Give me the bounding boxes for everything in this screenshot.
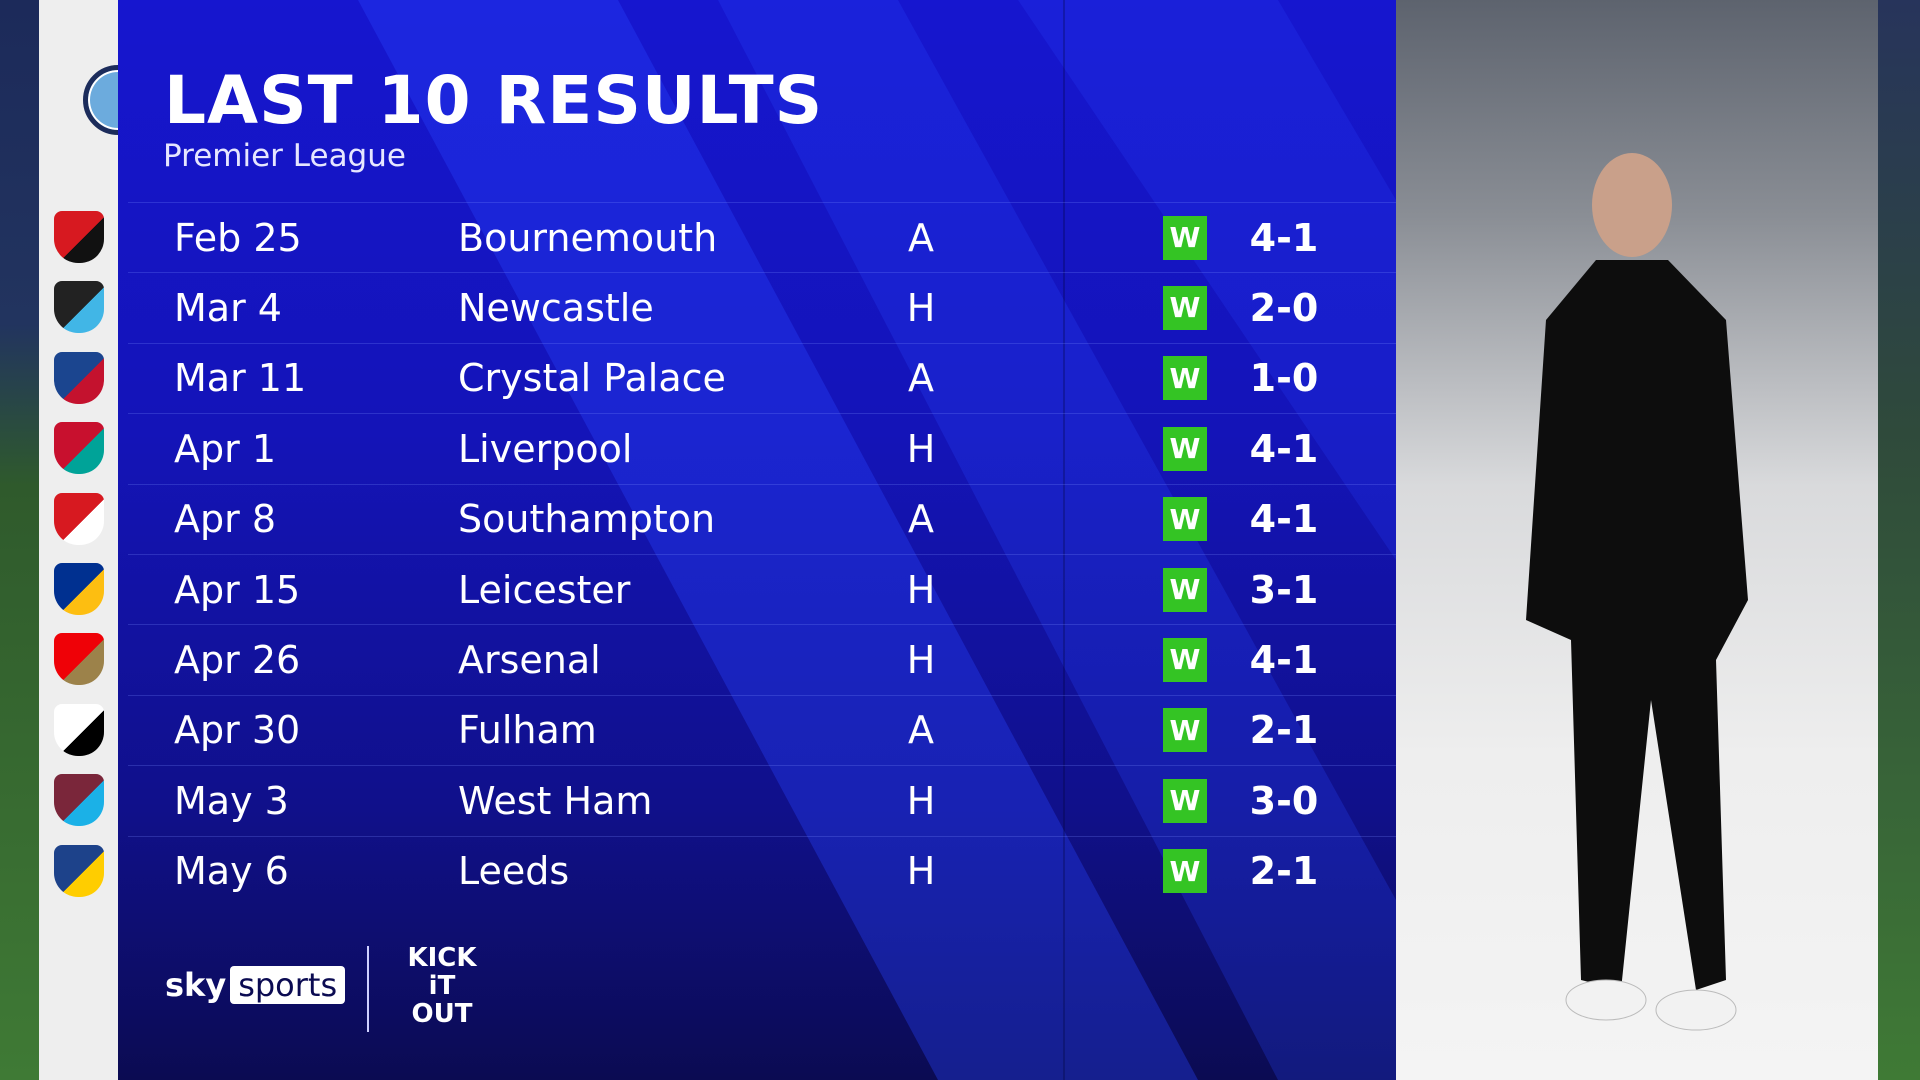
match-date: Mar 11 [174, 356, 307, 401]
opponent-name: Leicester [458, 567, 631, 612]
score: 3-0 [1249, 778, 1319, 823]
leicester-crest-icon [54, 563, 104, 615]
venue: H [906, 778, 936, 823]
match-date: Apr 26 [174, 637, 301, 682]
sky-text: sky [165, 966, 227, 1004]
manager-silhouette-icon [1526, 153, 1748, 1031]
match-date: Feb 25 [174, 215, 302, 260]
match-date: Apr 30 [174, 708, 301, 753]
match-date: May 3 [174, 778, 289, 823]
result-row: Mar 11 Crystal Palace A W 1-0 [128, 342, 1396, 413]
match-date: May 6 [174, 849, 289, 894]
result-badge: W [1163, 567, 1207, 612]
opponent-name: Fulham [458, 708, 597, 753]
column-divider [1063, 0, 1065, 1080]
arsenal-crest-icon [54, 633, 104, 686]
opponent-name: West Ham [458, 778, 653, 823]
west-ham-crest-icon [54, 774, 104, 827]
opponent-name: Newcastle [458, 285, 654, 330]
sky-sports-logo: sky sports [165, 966, 346, 1004]
result-row: Apr 15 Leicester H W 3-1 [128, 554, 1396, 624]
result-badge: W [1163, 426, 1207, 471]
score: 2-1 [1249, 849, 1319, 894]
result-badge: W [1163, 356, 1207, 401]
result-badge: W [1163, 215, 1207, 260]
venue: H [906, 849, 936, 894]
leeds-crest-icon [54, 844, 104, 897]
result-badge: W [1163, 285, 1207, 330]
venue: H [906, 426, 936, 471]
stadium-background-right [1878, 0, 1920, 1080]
opponent-name: Bournemouth [458, 215, 718, 260]
liverpool-crest-icon [54, 422, 104, 475]
match-date: Apr 1 [174, 426, 276, 471]
score: 4-1 [1249, 426, 1319, 471]
result-row: Feb 25 Bournemouth A W 4-1 [128, 202, 1396, 272]
fulham-crest-icon [54, 703, 104, 756]
venue: H [906, 637, 936, 682]
opponent-name: Arsenal [458, 637, 601, 682]
page-title: LAST 10 RESULTS [164, 62, 824, 139]
score: 2-0 [1249, 285, 1319, 330]
result-row: Apr 8 Southampton A W 4-1 [128, 483, 1396, 554]
score: 4-1 [1249, 637, 1319, 682]
newcastle-crest-icon [54, 281, 104, 334]
result-badge: W [1163, 849, 1207, 894]
manager-photo [1396, 0, 1878, 1080]
venue: H [906, 567, 936, 612]
match-date: Apr 15 [174, 567, 301, 612]
opponent-name: Leeds [458, 849, 570, 894]
logo-divider [367, 946, 369, 1032]
score: 4-1 [1249, 497, 1319, 542]
score: 3-1 [1249, 567, 1319, 612]
score: 1-0 [1249, 356, 1319, 401]
opponent-name: Crystal Palace [458, 356, 726, 401]
score: 2-1 [1249, 708, 1319, 753]
opponent-name: Liverpool [458, 426, 633, 471]
result-badge: W [1163, 637, 1207, 682]
result-badge: W [1163, 497, 1207, 542]
venue: H [906, 285, 936, 330]
background-stripes [358, 0, 1396, 1080]
venue: A [908, 215, 934, 260]
result-row: May 6 Leeds H W 2-1 [128, 835, 1396, 906]
bournemouth-crest-icon [54, 211, 104, 263]
competition-subtitle: Premier League [163, 138, 406, 174]
result-row: Apr 26 Arsenal H W 4-1 [128, 624, 1396, 694]
result-row: Mar 4 Newcastle H W 2-0 [128, 272, 1396, 342]
result-row: Apr 30 Fulham A W 2-1 [128, 694, 1396, 765]
kick-it-out-logo: KICK iT OUT [407, 943, 477, 1029]
crystal-palace-crest-icon [54, 351, 104, 404]
result-row: Apr 1 Liverpool H W 4-1 [128, 413, 1396, 483]
stadium-background-left [0, 0, 39, 1080]
match-date: Apr 8 [174, 497, 276, 542]
venue: A [908, 708, 934, 753]
sports-text: sports [230, 966, 346, 1004]
score: 4-1 [1249, 215, 1319, 260]
venue: A [908, 356, 934, 401]
result-badge: W [1163, 778, 1207, 823]
match-date: Mar 4 [174, 285, 282, 330]
venue: A [908, 497, 934, 542]
result-badge: W [1163, 708, 1207, 753]
southampton-crest-icon [54, 492, 104, 545]
opponent-name: Southampton [458, 497, 716, 542]
result-row: May 3 West Ham H W 3-0 [128, 765, 1396, 835]
